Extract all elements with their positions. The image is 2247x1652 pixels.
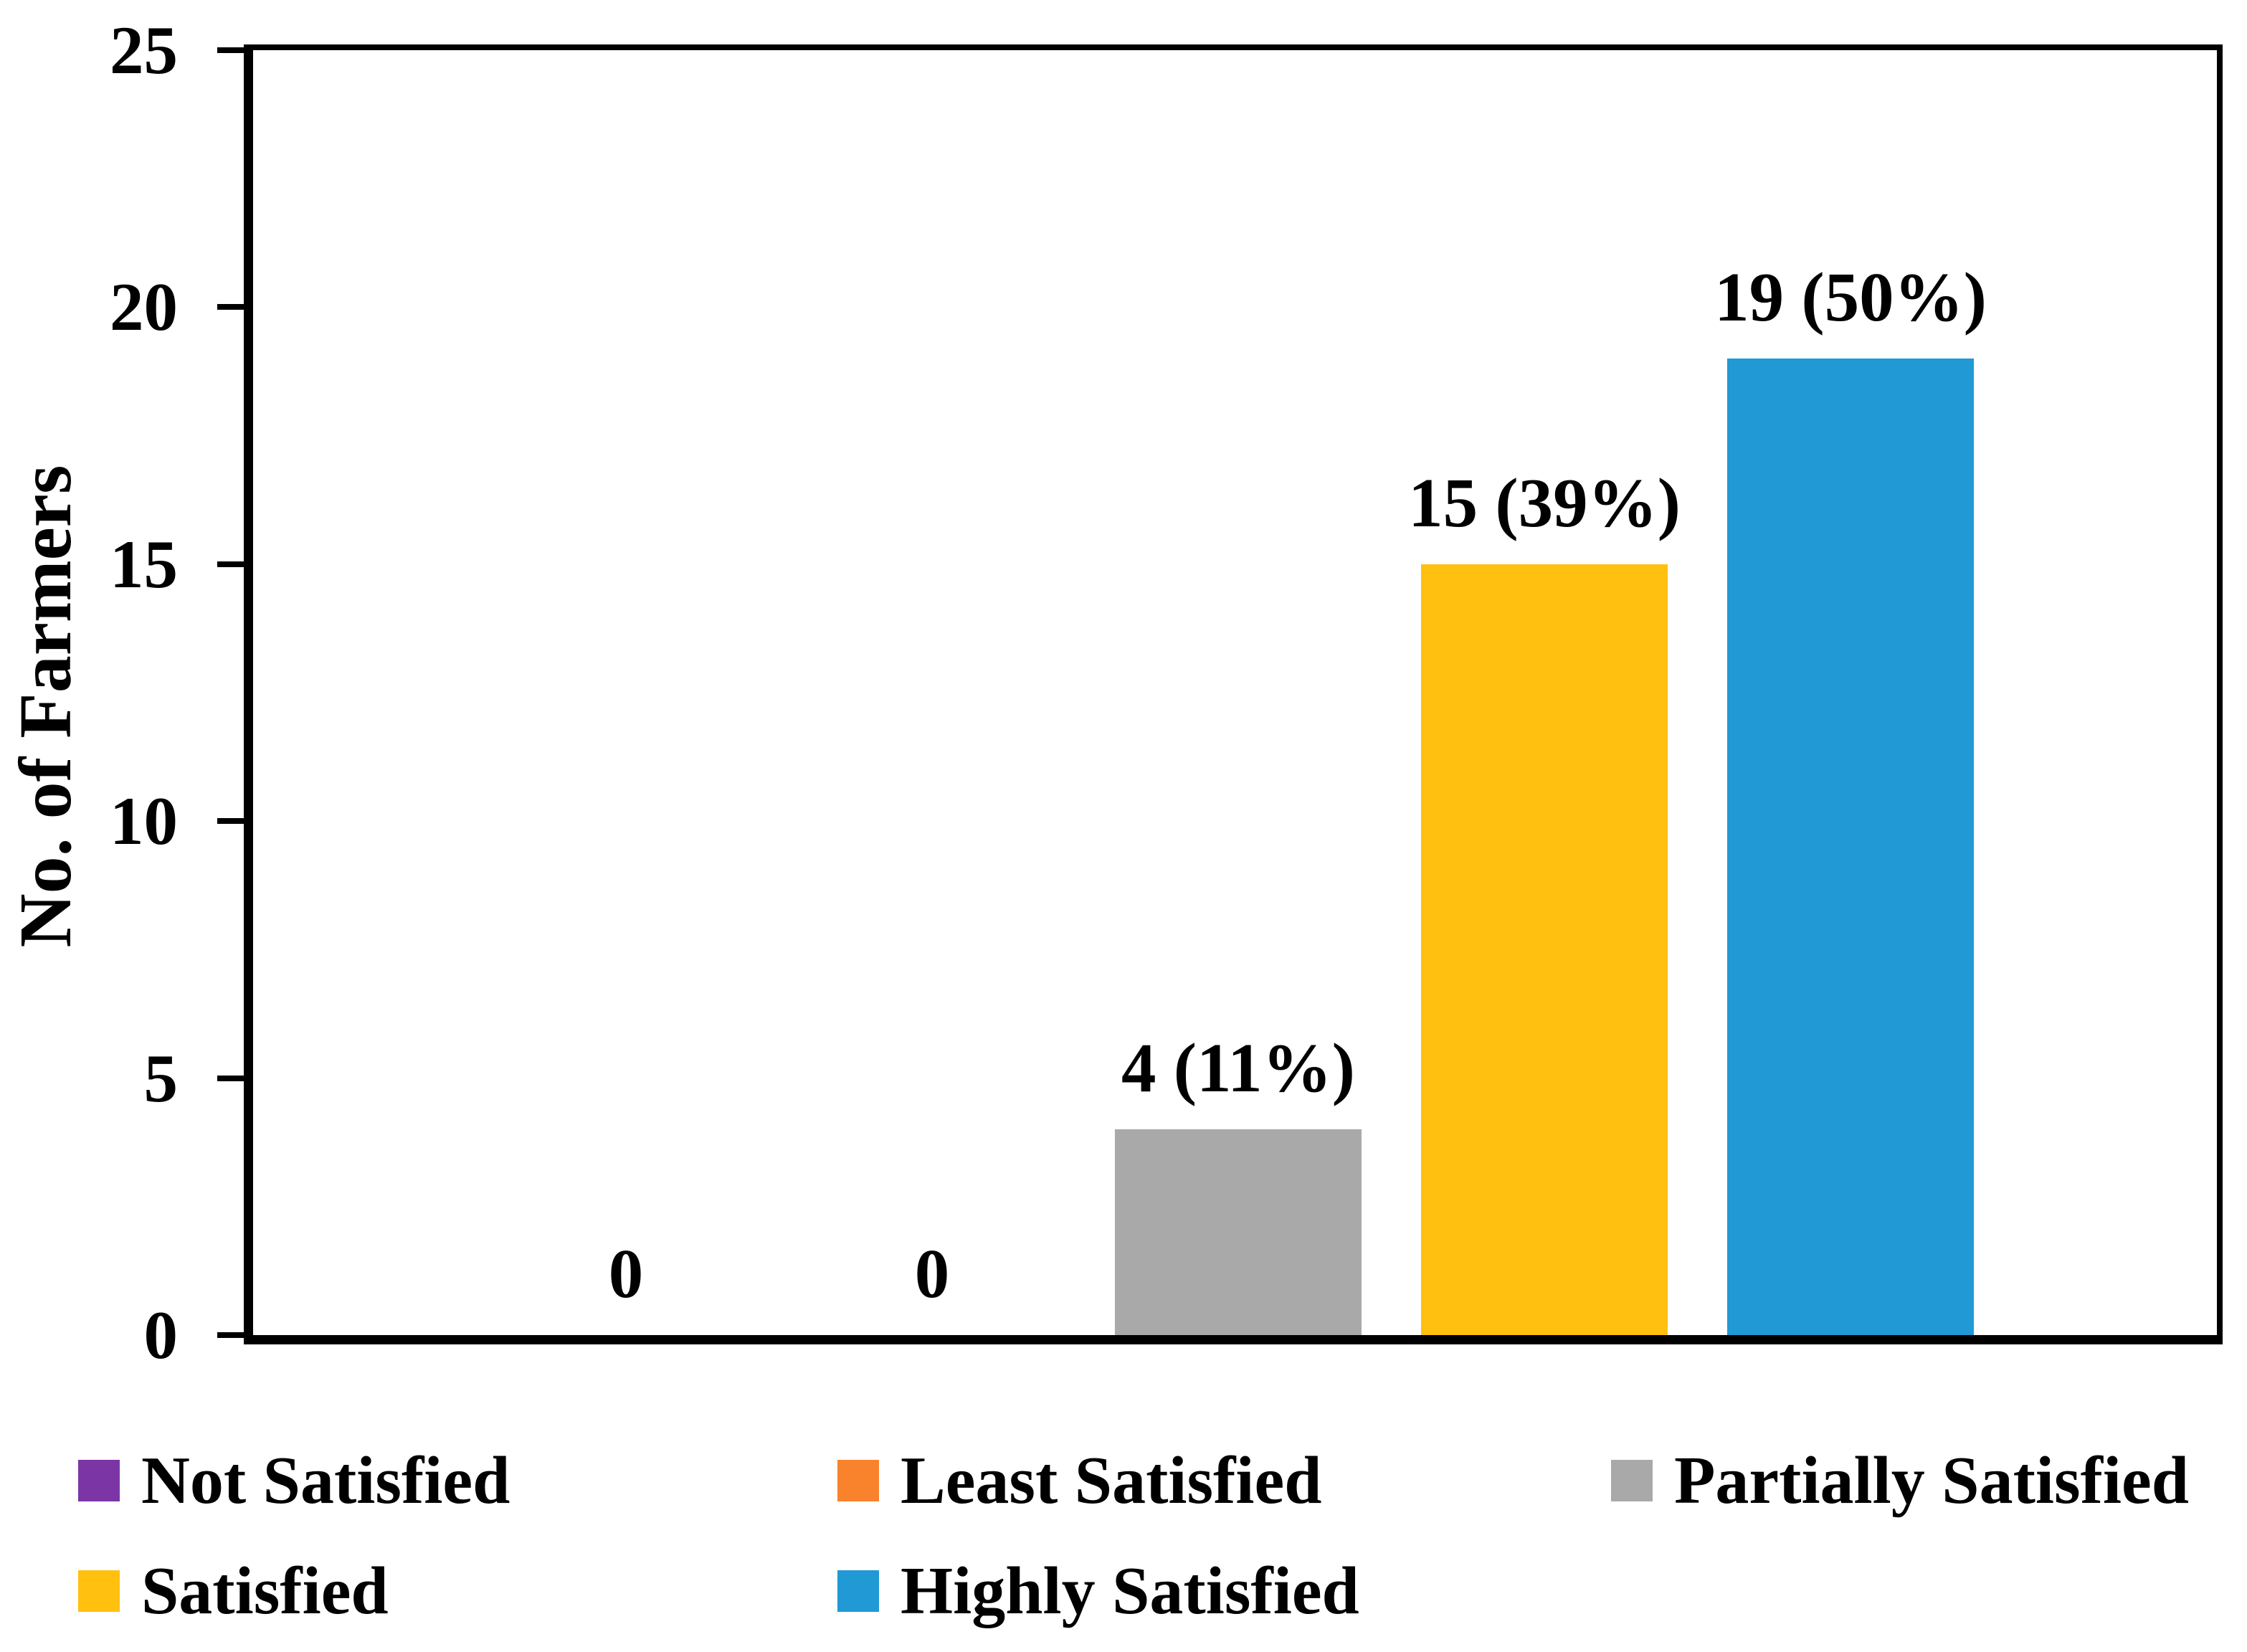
legend-item-satisfied: Satisfied (78, 1552, 389, 1630)
data-label-satisfied: 15 (39%) (1408, 465, 1681, 541)
y-tick-mark (217, 1075, 248, 1081)
legend-swatch-icon (1611, 1460, 1653, 1501)
y-tick-mark (217, 818, 248, 825)
legend-label: Not Satisfied (141, 1443, 510, 1518)
bar-partially-satisfied (1115, 1129, 1362, 1335)
y-tick-mark (217, 561, 248, 567)
y-tick-mark (217, 47, 248, 53)
legend-item-highly-satisfied: Highly Satisfied (837, 1552, 1359, 1630)
legend-label: Satisfied (141, 1554, 389, 1628)
legend-swatch-icon (837, 1460, 879, 1501)
data-label-partially-satisfied: 4 (11%) (1121, 1030, 1355, 1106)
legend-swatch-icon (837, 1570, 879, 1612)
legend-label: Partially Satisfied (1674, 1443, 2189, 1518)
bar-satisfied (1421, 564, 1668, 1335)
y-tick-label: 5 (143, 1040, 179, 1116)
legend-swatch-icon (78, 1570, 120, 1612)
legend-swatch-icon (78, 1460, 120, 1501)
legend-item-partially-satisfied: Partially Satisfied (1611, 1441, 2189, 1520)
legend-item-least-satisfied: Least Satisfied (837, 1441, 1322, 1520)
data-label-least-satisfied: 0 (914, 1235, 950, 1312)
data-label-highly-satisfied: 19 (50%) (1714, 259, 1987, 336)
y-tick-label: 10 (110, 783, 178, 860)
legend-label: Least Satisfied (901, 1443, 1322, 1518)
y-tick-mark (217, 1332, 248, 1338)
data-label-not-satisfied: 0 (608, 1235, 644, 1312)
legend-label: Highly Satisfied (901, 1554, 1359, 1628)
legend-item-not-satisfied: Not Satisfied (78, 1441, 510, 1520)
y-tick-label: 15 (110, 526, 178, 602)
y-tick-label: 25 (110, 12, 178, 88)
y-tick-mark (217, 304, 248, 310)
bar-highly-satisfied (1727, 359, 1974, 1335)
y-tick-label: 20 (110, 269, 178, 346)
y-tick-label: 0 (143, 1297, 179, 1373)
